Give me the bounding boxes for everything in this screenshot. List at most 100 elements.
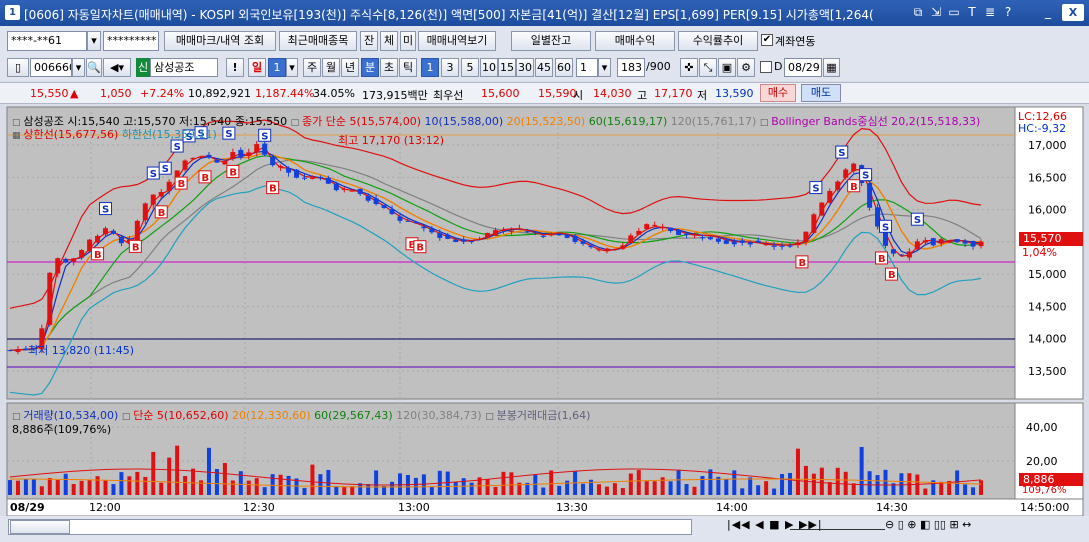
gear-icon[interactable]: ⚙ — [737, 58, 755, 77]
count-input[interactable]: 183 — [617, 58, 645, 77]
volume-bar — [382, 486, 387, 495]
volume-bar — [867, 471, 872, 495]
x-tick-label: 12:00 — [89, 501, 121, 514]
buy-button[interactable]: 매수 — [760, 84, 796, 102]
volume-bar — [206, 447, 211, 495]
volume-bar — [445, 471, 450, 495]
sell-marker: S — [99, 202, 113, 216]
trade-amount: 173,915백만 — [362, 89, 428, 102]
trade-profit-button[interactable]: 매매수익 — [595, 31, 675, 51]
last-icon[interactable]: ▶▶| — [798, 518, 823, 531]
period-month[interactable]: 월 — [322, 58, 340, 77]
scrollbar-thumb[interactable] — [10, 520, 70, 534]
minute-15[interactable]: 15 — [498, 58, 516, 77]
sound-icon[interactable]: ◀▾ — [103, 58, 131, 77]
playback-controls[interactable]: |◀◀ ◀ ■ ▶ ▶▶| — [727, 518, 823, 531]
volume-bar — [740, 488, 745, 495]
minute-30[interactable]: 30 — [516, 58, 534, 77]
sell-button[interactable]: 매도 — [801, 84, 841, 102]
candle-body — [445, 234, 451, 239]
volume-bar — [851, 483, 856, 495]
sell-marker-box — [194, 126, 208, 140]
volume-bar — [230, 480, 235, 495]
period-minute[interactable]: 분 — [361, 58, 379, 77]
volume-bar — [819, 467, 824, 495]
search-icon[interactable]: 🔍 — [86, 58, 102, 77]
volume-bar — [732, 470, 737, 495]
minute-5[interactable]: 5 — [461, 58, 479, 77]
trade-history-button[interactable]: 매매내역보기 — [418, 31, 496, 51]
scrollbar-track[interactable] — [8, 519, 692, 535]
zoom-controls[interactable]: ⊖ ▯ ⊕ ◧ ▯▯ ⊞ ↔ — [885, 518, 972, 531]
volume-bar — [23, 479, 28, 495]
unfilled-button[interactable]: 미 — [400, 31, 416, 51]
date-input[interactable]: 08/29 — [784, 58, 822, 77]
stock-name-field[interactable]: 삼성공조 — [150, 58, 218, 77]
candle-body — [556, 233, 562, 236]
candle-body — [262, 143, 268, 155]
tool-icon[interactable]: T — [968, 5, 976, 19]
prev-icon[interactable]: ◀ — [755, 518, 765, 531]
candle-body — [620, 245, 626, 249]
volume-bar — [246, 480, 251, 495]
stock-code-input[interactable]: 006660 — [30, 58, 72, 77]
period-num[interactable]: 1 — [268, 58, 286, 77]
minute-1[interactable]: 1 — [421, 58, 439, 77]
hc-label: HC:-9,32 — [1018, 122, 1067, 135]
settings-icon[interactable]: ≣ — [984, 5, 996, 19]
volume-bar — [668, 481, 673, 495]
balance-button[interactable]: 잔 — [360, 31, 378, 51]
recent-trades-button[interactable]: 최근매매종목 — [279, 31, 357, 51]
period-tick[interactable]: 틱 — [399, 58, 417, 77]
candle-body — [676, 230, 682, 235]
minute-60[interactable]: 60 — [555, 58, 573, 77]
pin-icon[interactable]: ⇲ — [930, 5, 942, 19]
help-icon[interactable]: ? — [1004, 5, 1012, 19]
account-input[interactable]: ****-**61 — [7, 31, 87, 51]
volume: 10,892,921 — [188, 87, 251, 100]
account-dropdown-icon[interactable]: ▾ — [87, 31, 101, 51]
save-icon[interactable]: ▣ — [718, 58, 736, 77]
volume-bar — [421, 474, 426, 495]
play-icon[interactable]: ▶ — [785, 518, 795, 531]
period-week[interactable]: 주 — [303, 58, 321, 77]
period-second[interactable]: 초 — [380, 58, 398, 77]
candle-body — [79, 250, 85, 258]
period-year[interactable]: 년 — [341, 58, 359, 77]
minute-10[interactable]: 10 — [480, 58, 498, 77]
candle-body — [7, 350, 13, 352]
chart-area[interactable]: 17,00016,50016,00015,50015,00014,50014,0… — [0, 105, 1089, 542]
period-day-button[interactable]: 일 — [248, 58, 266, 77]
executed-button[interactable]: 체 — [380, 31, 398, 51]
date-checkbox[interactable] — [760, 61, 772, 73]
buy-marker-box — [198, 170, 212, 184]
restore-icon[interactable]: ⧉ — [913, 5, 923, 19]
calendar-icon[interactable]: ▦ — [823, 58, 840, 77]
cross-icon[interactable]: ✜ — [680, 58, 698, 77]
daily-balance-button[interactable]: 일별잔고 — [511, 31, 591, 51]
layout-icon[interactable]: ▭ — [948, 5, 960, 19]
code-dropdown-icon[interactable]: ▾ — [72, 58, 85, 77]
volume-bar — [310, 464, 315, 495]
return-trend-button[interactable]: 수익률추이 — [678, 31, 758, 51]
minute-3[interactable]: 3 — [441, 58, 459, 77]
current-price-tag: 15,570 — [1019, 232, 1083, 246]
draw-icon[interactable]: ⤡ — [699, 58, 717, 77]
interval-dropdown-icon[interactable]: ▾ — [598, 58, 611, 77]
candle-body — [843, 169, 849, 178]
interval-input[interactable]: 1 — [576, 58, 598, 77]
first-icon[interactable]: |◀◀ — [727, 518, 751, 531]
panel-icon[interactable]: ▯ — [7, 58, 29, 77]
close-icon[interactable]: X — [1062, 4, 1084, 21]
minute-45[interactable]: 45 — [535, 58, 553, 77]
legend-ma-head: 종가 단순 — [301, 115, 346, 128]
period-dropdown-icon[interactable]: ▾ — [286, 58, 298, 77]
zoom-slider[interactable] — [790, 522, 885, 530]
buy-marker: B — [413, 240, 427, 254]
alert-button[interactable]: ! — [226, 58, 244, 77]
trade-mark-button[interactable]: 매매마크/내역 조회 — [164, 31, 276, 51]
minimize-icon[interactable]: _ — [1045, 5, 1051, 19]
password-input[interactable]: ********* — [103, 31, 159, 51]
stop-icon[interactable]: ■ — [769, 518, 781, 531]
account-link-checkbox[interactable]: ✔ — [761, 34, 773, 46]
